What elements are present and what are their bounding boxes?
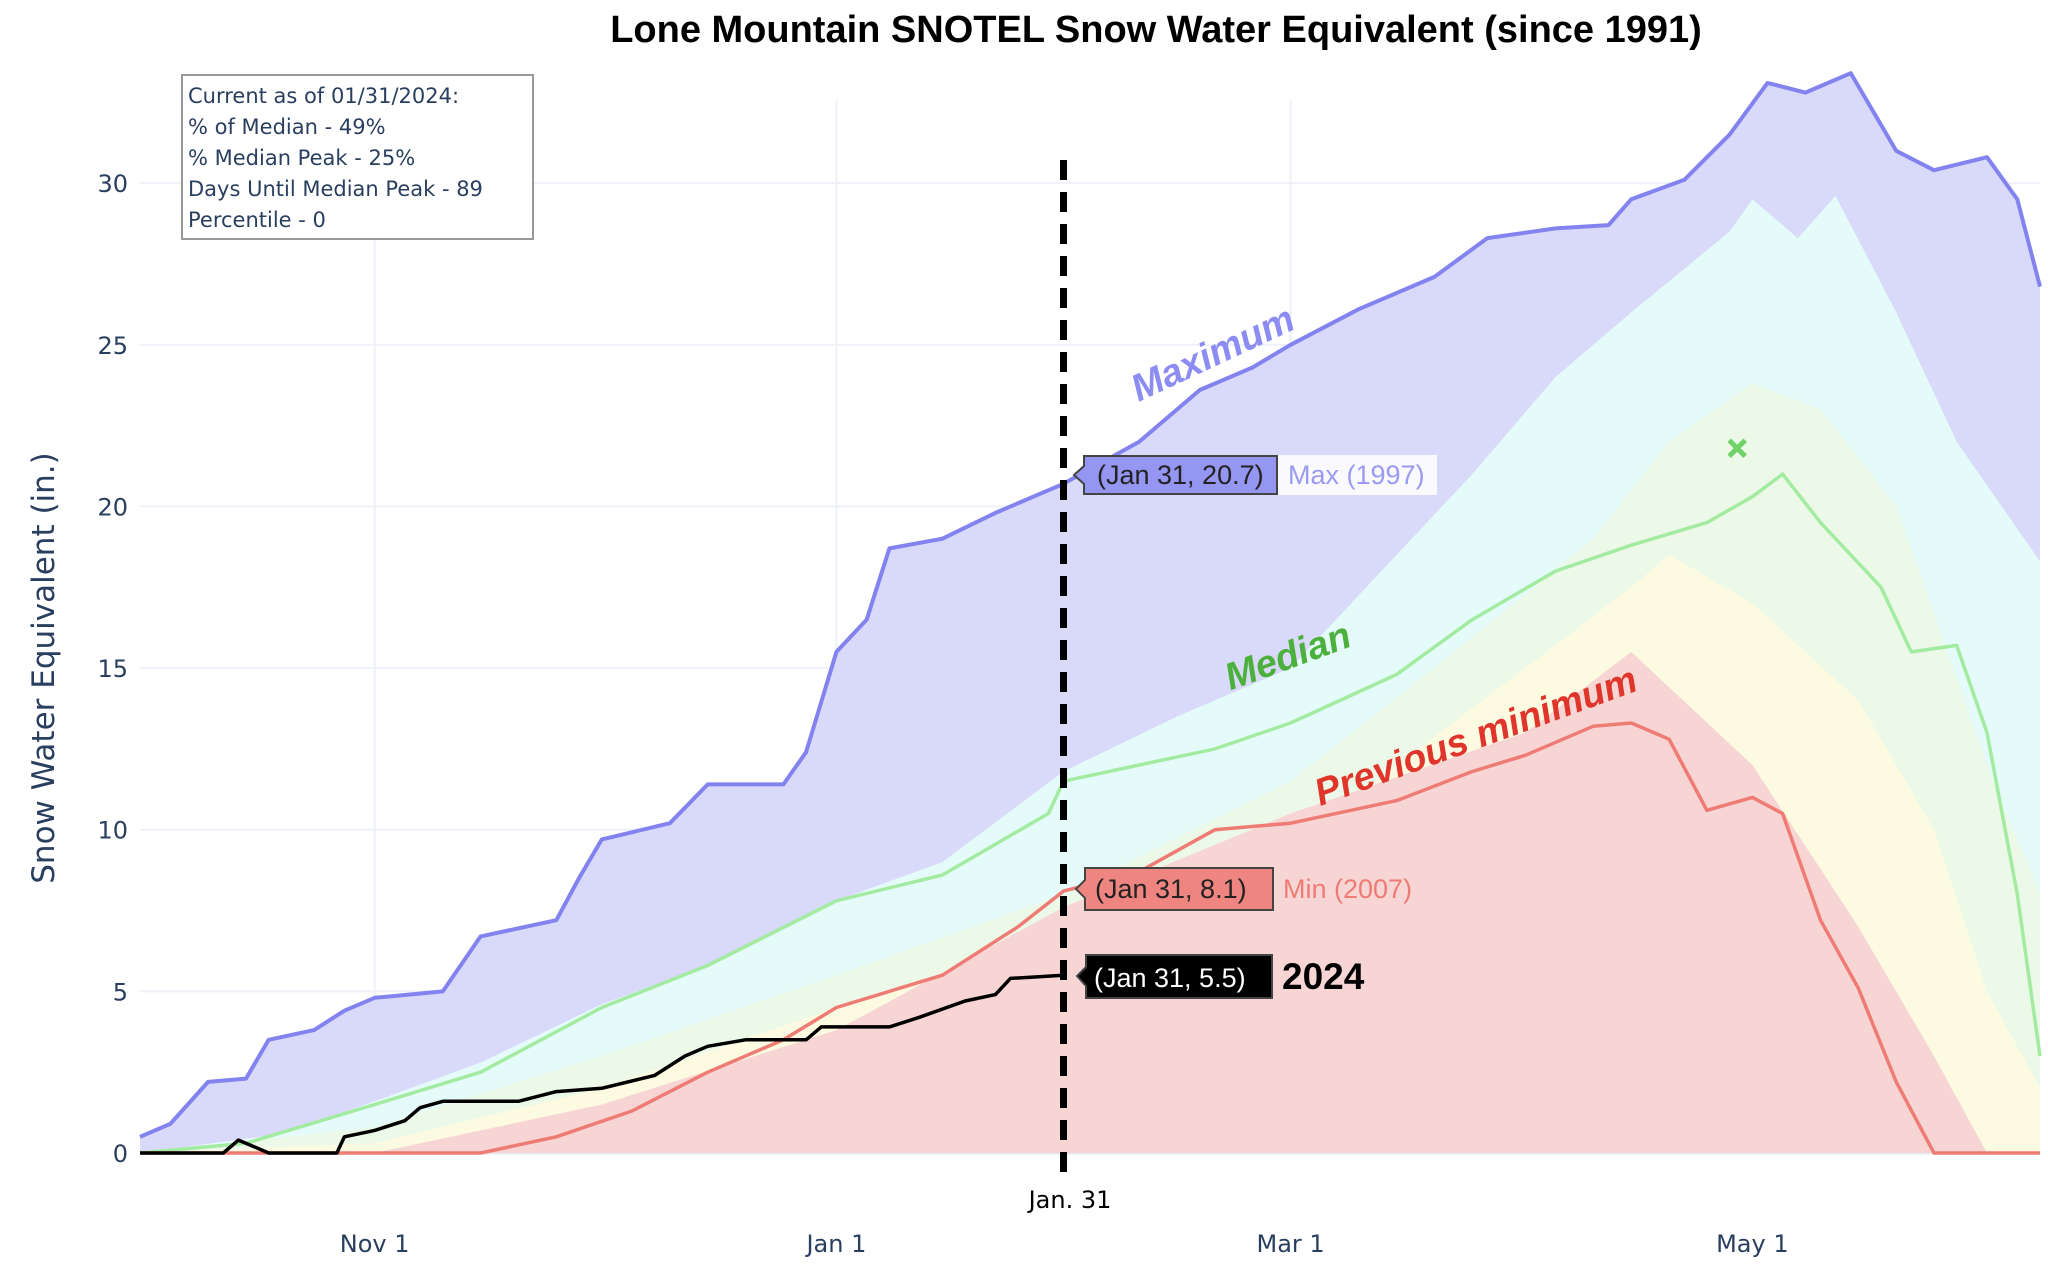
hover-label-max: (Jan 31, 20.7) Max (1997) [1072, 455, 1437, 495]
x-tick-label: Nov 1 [340, 1230, 410, 1258]
chart-title: Lone Mountain SNOTEL Snow Water Equivale… [610, 9, 1702, 51]
annotation-current-year: 2024 [1282, 956, 1365, 997]
series-lines [139, 71, 2042, 1172]
y-tick-label: 30 [97, 170, 128, 198]
x-axis-ticks: Nov 1 Jan 1 Mar 1 May 1 [340, 1230, 1789, 1258]
y-tick-label: 0 [113, 1140, 128, 1168]
x-tick-label: May 1 [1716, 1230, 1789, 1258]
x-tick-label: Mar 1 [1257, 1230, 1325, 1258]
info-line: Percentile - 0 [188, 208, 326, 232]
hover-value-current: (Jan 31, 5.5) [1094, 963, 1246, 993]
hover-label-current: (Jan 31, 5.5) [1075, 954, 1273, 999]
hover-value-max: (Jan 31, 20.7) [1097, 460, 1264, 490]
info-line: % Median Peak - 25% [188, 146, 415, 170]
y-tick-label: 10 [97, 817, 128, 845]
current-date-label: Jan. 31 [1027, 1186, 1112, 1214]
y-tick-label: 20 [97, 493, 128, 521]
y-tick-label: 5 [113, 978, 128, 1006]
median-peak-marker [1727, 438, 1747, 458]
y-axis-ticks: 0 5 10 15 20 25 30 [97, 170, 128, 1168]
median-line [139, 472, 2042, 1155]
info-line: Days Until Median Peak - 89 [188, 177, 483, 201]
info-line: % of Median - 49% [188, 115, 386, 139]
hover-value-min: (Jan 31, 8.1) [1095, 874, 1247, 904]
band-fills [140, 73, 2040, 1154]
y-axis-title: Snow Water Equivalent (in.) [26, 452, 62, 884]
min-line [140, 721, 2040, 1155]
max-line [139, 71, 2042, 1139]
y-tick-label: 15 [97, 655, 128, 683]
info-line: Current as of 01/31/2024: [188, 84, 459, 108]
y-tick-label: 25 [97, 332, 128, 360]
current-year-line [140, 973, 1064, 1155]
x-tick-label: Jan 1 [804, 1230, 866, 1258]
info-box: Current as of 01/31/2024: % of Median - … [181, 74, 534, 240]
hover-label-min-text: Min (2007) [1283, 874, 1412, 904]
hover-label-min: (Jan 31, 8.1) Min (2007) [1074, 867, 1412, 911]
hover-label-max-text: Max (1997) [1288, 460, 1425, 490]
